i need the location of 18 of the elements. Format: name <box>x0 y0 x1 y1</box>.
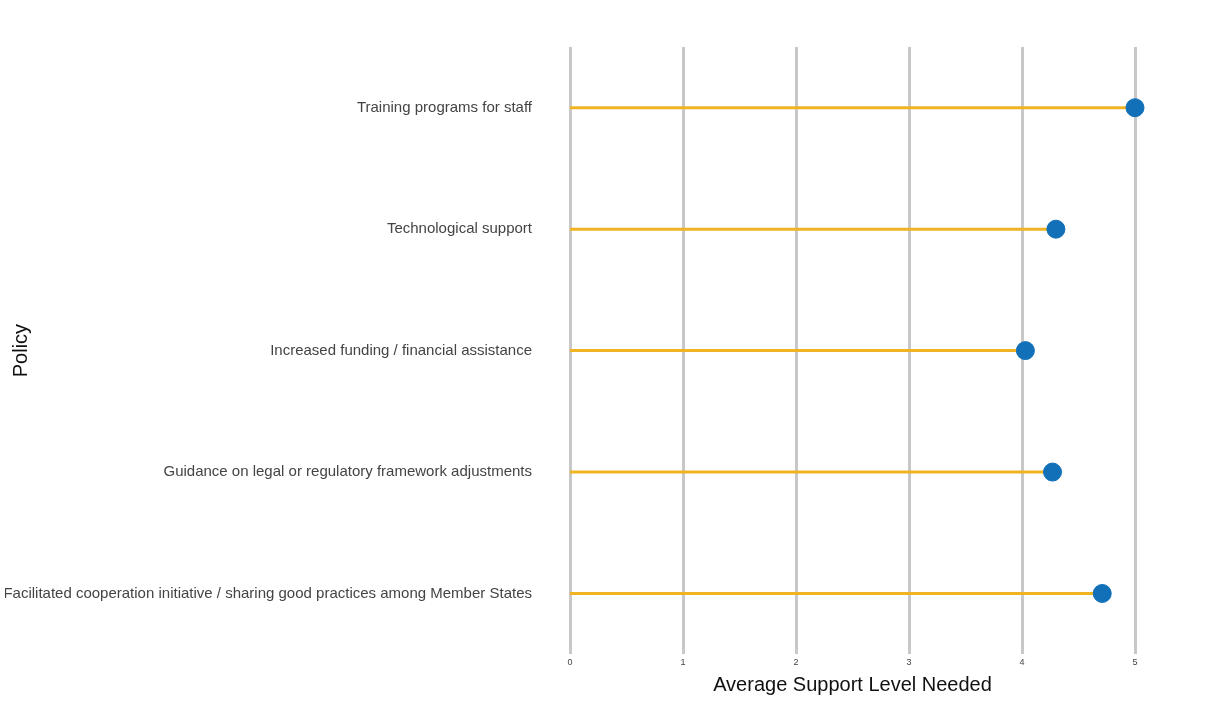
y-tick-label: Facilitated cooperation initiative / sharing good practices among Member States <box>3 583 532 601</box>
x-tick-label: 3 <box>906 657 912 668</box>
point <box>1125 98 1145 118</box>
point <box>1046 219 1066 239</box>
y-tick-label: Increased funding / financial assistance <box>270 340 532 358</box>
y-tick-label: Training programs for staff <box>356 97 533 115</box>
x-tick-label: 0 <box>567 657 573 668</box>
x-tick-label: 5 <box>1132 657 1138 668</box>
x-tick-label: 1 <box>680 657 686 668</box>
y-axis-title: Policy <box>8 323 31 378</box>
y-tick-label: Technological support <box>386 219 533 237</box>
point <box>1015 341 1035 361</box>
y-tick-label: Guidance on legal or regulatory framework adjustments <box>163 462 532 480</box>
point <box>1092 583 1112 603</box>
point <box>1043 462 1063 482</box>
x-tick-label: 2 <box>793 657 799 668</box>
x-tick-label: 4 <box>1019 657 1025 668</box>
x-axis-title: Average Support Level Needed <box>713 672 992 695</box>
